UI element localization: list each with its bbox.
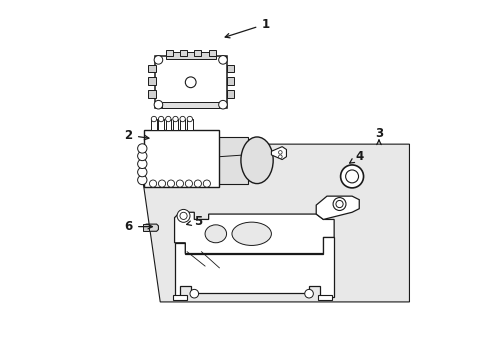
Circle shape (185, 180, 192, 187)
Circle shape (194, 180, 201, 187)
Text: 2: 2 (123, 129, 132, 142)
Bar (165, 119, 171, 130)
Circle shape (177, 210, 190, 222)
Polygon shape (145, 224, 158, 231)
Polygon shape (174, 237, 333, 297)
Polygon shape (142, 144, 408, 302)
Circle shape (185, 77, 196, 87)
Circle shape (340, 165, 363, 188)
Circle shape (154, 55, 163, 64)
Bar (317, 295, 332, 300)
Circle shape (137, 167, 147, 177)
Bar (155, 56, 226, 108)
Circle shape (165, 116, 171, 122)
Text: 1: 1 (262, 18, 269, 31)
Text: 6: 6 (123, 220, 132, 233)
Text: 5: 5 (193, 215, 202, 228)
Bar (147, 90, 155, 98)
Bar (226, 64, 233, 72)
Circle shape (180, 212, 187, 220)
Bar (226, 77, 233, 85)
Polygon shape (174, 212, 333, 253)
Circle shape (335, 201, 343, 208)
Circle shape (190, 289, 198, 298)
Bar (165, 52, 215, 59)
Circle shape (167, 180, 174, 187)
Bar (147, 64, 155, 72)
Bar (158, 119, 163, 130)
Polygon shape (271, 147, 286, 159)
Bar (194, 50, 201, 56)
Polygon shape (316, 196, 359, 220)
Bar (226, 90, 233, 98)
Circle shape (278, 155, 282, 158)
Circle shape (149, 180, 156, 187)
Circle shape (345, 170, 358, 183)
Circle shape (278, 150, 282, 154)
Bar (208, 50, 215, 56)
Circle shape (332, 198, 346, 211)
Circle shape (137, 175, 147, 185)
Circle shape (203, 180, 210, 187)
Circle shape (180, 116, 185, 122)
Circle shape (137, 151, 147, 161)
Bar (180, 119, 185, 130)
Bar (187, 119, 192, 130)
Circle shape (137, 144, 147, 153)
Circle shape (218, 55, 227, 64)
Circle shape (172, 116, 178, 122)
Bar (180, 50, 187, 56)
Circle shape (158, 116, 163, 122)
Bar (147, 77, 155, 85)
Bar (172, 119, 178, 130)
Circle shape (158, 180, 165, 187)
Circle shape (137, 159, 147, 168)
Circle shape (187, 116, 192, 122)
Bar (144, 130, 219, 187)
Ellipse shape (231, 222, 271, 246)
Text: 3: 3 (374, 127, 382, 140)
Circle shape (176, 180, 183, 187)
Ellipse shape (204, 225, 226, 243)
Bar (165, 50, 172, 56)
Bar (172, 295, 187, 300)
Bar (215, 137, 247, 184)
Circle shape (218, 100, 227, 109)
Bar (143, 224, 148, 230)
Ellipse shape (241, 137, 273, 184)
Bar (151, 119, 156, 130)
Circle shape (151, 116, 156, 122)
Circle shape (304, 289, 313, 298)
Bar (162, 102, 219, 108)
Circle shape (154, 100, 163, 109)
Text: 4: 4 (354, 150, 363, 163)
